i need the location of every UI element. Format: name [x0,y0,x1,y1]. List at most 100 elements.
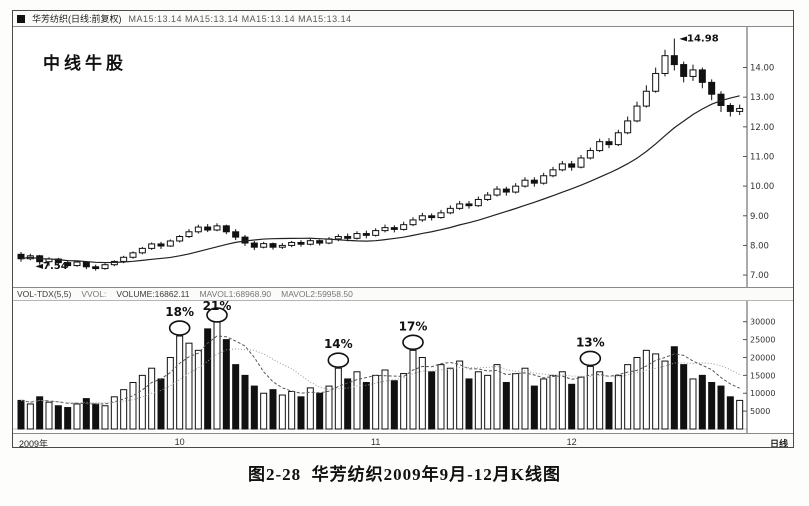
candle-body [670,55,678,66]
turnover-pct-label: 14% [324,337,353,351]
candle-body [120,256,128,262]
price-tick-label: 11.00 [750,152,774,162]
chart-header: 华芳纺织(日线:前复权) MA15:13.14 MA15:13.14 MA15:… [13,11,793,27]
volume-bar [204,328,212,430]
volume-bar [101,405,109,430]
volume-bar [614,374,622,430]
candle-body [278,244,286,248]
candle-body [521,179,529,187]
candle-body [222,225,230,233]
price-annotation: ◄7.54 [35,261,67,272]
candle-body [586,150,594,159]
candle-body [465,203,473,207]
volume-bar [138,374,146,430]
volume-bar [269,389,277,430]
x-axis-year-label: 2009年 [19,439,49,448]
volume-bar [157,378,165,430]
chart-title: 华芳纺织(日线:前复权) [32,14,122,24]
volume-bar [166,356,174,430]
candle-body [726,104,734,112]
volume-bar [36,396,44,430]
volume-bar [493,364,501,430]
price-tick-label: 8.00 [750,241,769,251]
volume-bar [278,394,286,430]
candle-body [540,175,548,184]
volume-bar [390,380,398,430]
volume-bar [344,378,352,430]
volume-bar [372,374,380,430]
candle-body [82,261,90,268]
x-axis-period-label[interactable]: 日线 [769,439,788,448]
volume-bar [456,360,464,430]
midline-bull-annotation: 中线牛股 [43,54,127,73]
candle-body [194,226,202,233]
candle-body [176,236,184,242]
price-tick-label: 7.00 [750,271,769,281]
candle-body [260,243,268,248]
candle-body [502,188,510,193]
stock-chart-window: 华芳纺织(日线:前复权) MA15:13.14 MA15:13.14 MA15:… [12,10,794,448]
candle-body [493,188,501,196]
candle-body [148,243,156,249]
candle-body [362,233,370,236]
volume-bar [605,382,613,430]
volume-tick-label: 15000 [750,371,775,380]
volume-bar [652,353,660,430]
volume-bar [260,392,268,430]
volume-bar [288,390,296,430]
volume-bar [465,378,473,430]
candle-body [316,240,324,244]
candle-body [204,226,212,231]
volume-bar [129,382,137,430]
candle-body [185,231,193,238]
ma15-line [20,95,740,264]
candle-body [642,90,650,107]
price-panel: 14.00 13.00 12.00 11.00 10.00 9.00 8.00 7.00 ◄14… [13,27,793,287]
figure-number: 图2-28 [247,465,302,484]
turnover-pct-label: 18% [165,305,194,319]
price-tick-label: 10.00 [750,182,774,192]
volume-bar [362,382,370,430]
volume-bar [521,367,529,430]
volume-bar [670,346,678,430]
candle-body [605,141,613,146]
volume-bar [92,403,100,430]
candle-body [558,163,566,171]
candle-body [698,69,706,83]
volume-bar [446,367,454,430]
volume-bar [736,399,744,430]
volume-bar [250,385,258,430]
x-axis-month-label: 11 [370,437,381,447]
candle-body [288,241,296,246]
volume-bar [577,376,585,430]
candle-body [652,72,660,92]
volume-bar [661,360,669,430]
volume-bar [596,371,604,430]
candle-body [344,236,352,239]
volume-bar [17,399,25,430]
candle-body [661,55,669,74]
candle-body [241,236,249,244]
turnover-pct-label: 13% [576,335,605,349]
volume-bar [437,364,445,430]
candle-body [680,64,688,77]
candle-body [614,132,622,146]
volume-bar [381,369,389,430]
volume-bar [54,405,62,430]
volume-bar [689,378,697,430]
candle-body [633,105,641,122]
price-tick-label: 13.00 [750,93,774,103]
candle-body [456,203,464,209]
candle-body [73,261,81,267]
candle-body [353,233,361,239]
volume-bar [325,385,333,430]
candle-body [736,107,744,112]
volume-bar [698,374,706,430]
volume-bar [474,371,482,430]
turnover-pct-label: 21% [203,301,232,313]
candlestick-chart: 14.00 13.00 12.00 11.00 10.00 9.00 8.00 7.00 ◄14… [17,27,774,287]
candle-body [101,264,109,270]
volume-bar [708,382,716,430]
candle-body [474,198,482,207]
